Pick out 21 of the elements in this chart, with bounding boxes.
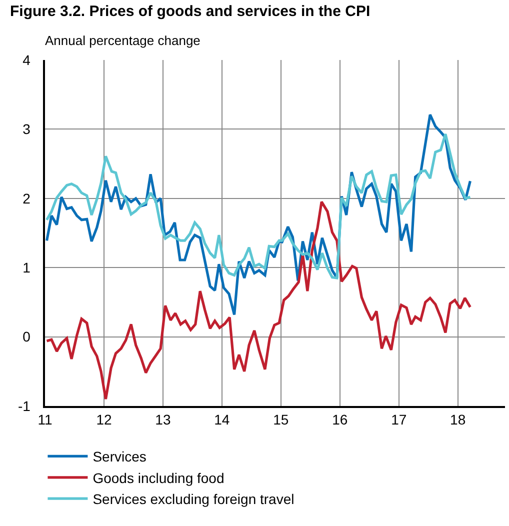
x-tick-label: 13 <box>155 412 171 428</box>
x-tick-label: 18 <box>450 412 466 428</box>
y-tick-label: 0 <box>22 328 31 345</box>
x-tick-label: 12 <box>96 412 112 428</box>
x-tick-label: 16 <box>332 412 348 428</box>
legend-label: Goods including food <box>92 470 224 486</box>
y-tick-label: 4 <box>22 52 31 68</box>
y-tick-label: 1 <box>22 260 31 276</box>
chart-subtitle: Annual percentage change <box>45 33 200 48</box>
legend-label: Services <box>92 448 146 465</box>
x-tick-label: 14 <box>214 412 230 428</box>
line-series <box>45 200 472 400</box>
y-tick-label: -1 <box>18 398 31 414</box>
legend-label: Services excluding foreign travel <box>92 491 294 508</box>
x-tick-label: 15 <box>273 412 289 428</box>
x-tick-label: 11 <box>38 412 52 428</box>
y-tick-label: 3 <box>22 121 31 138</box>
x-tick-label: 17 <box>391 412 407 428</box>
chart-title: Figure 3.2. Prices of goods and services in the CPI <box>10 3 370 20</box>
y-tick-label: 2 <box>22 190 31 206</box>
line-series <box>45 132 472 280</box>
